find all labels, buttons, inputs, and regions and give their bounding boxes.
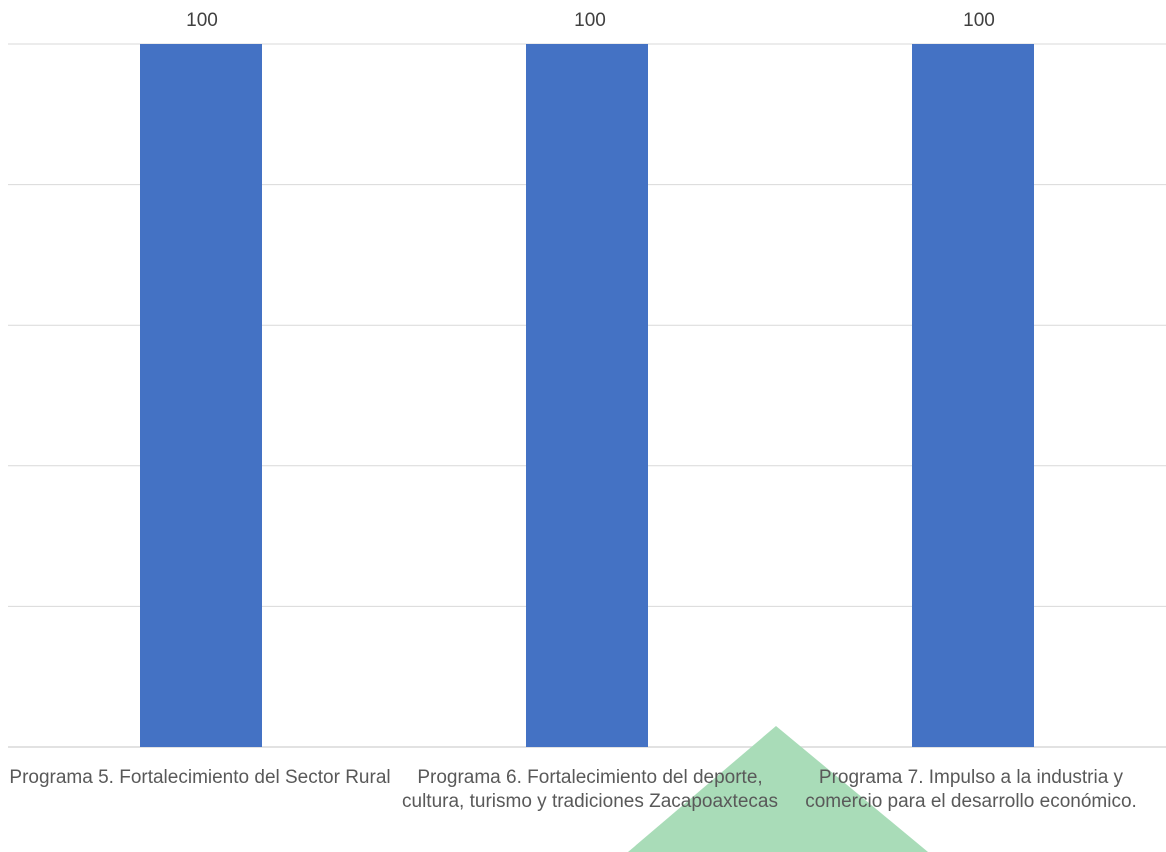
bars <box>140 44 1034 747</box>
bar-3 <box>912 44 1034 747</box>
category-label-3: Programa 7. Impulso a la industria y com… <box>805 767 1137 812</box>
data-label-1: 100 <box>186 10 218 31</box>
category-label-2: Programa 6. Fortalecimiento del deporte,… <box>402 767 778 812</box>
bar-2 <box>526 44 648 747</box>
bar-1 <box>140 44 262 747</box>
category-label-1: Programa 5. Fortalecimiento del Sector R… <box>9 767 391 788</box>
data-label-3: 100 <box>963 10 995 31</box>
data-label-2: 100 <box>574 10 606 31</box>
